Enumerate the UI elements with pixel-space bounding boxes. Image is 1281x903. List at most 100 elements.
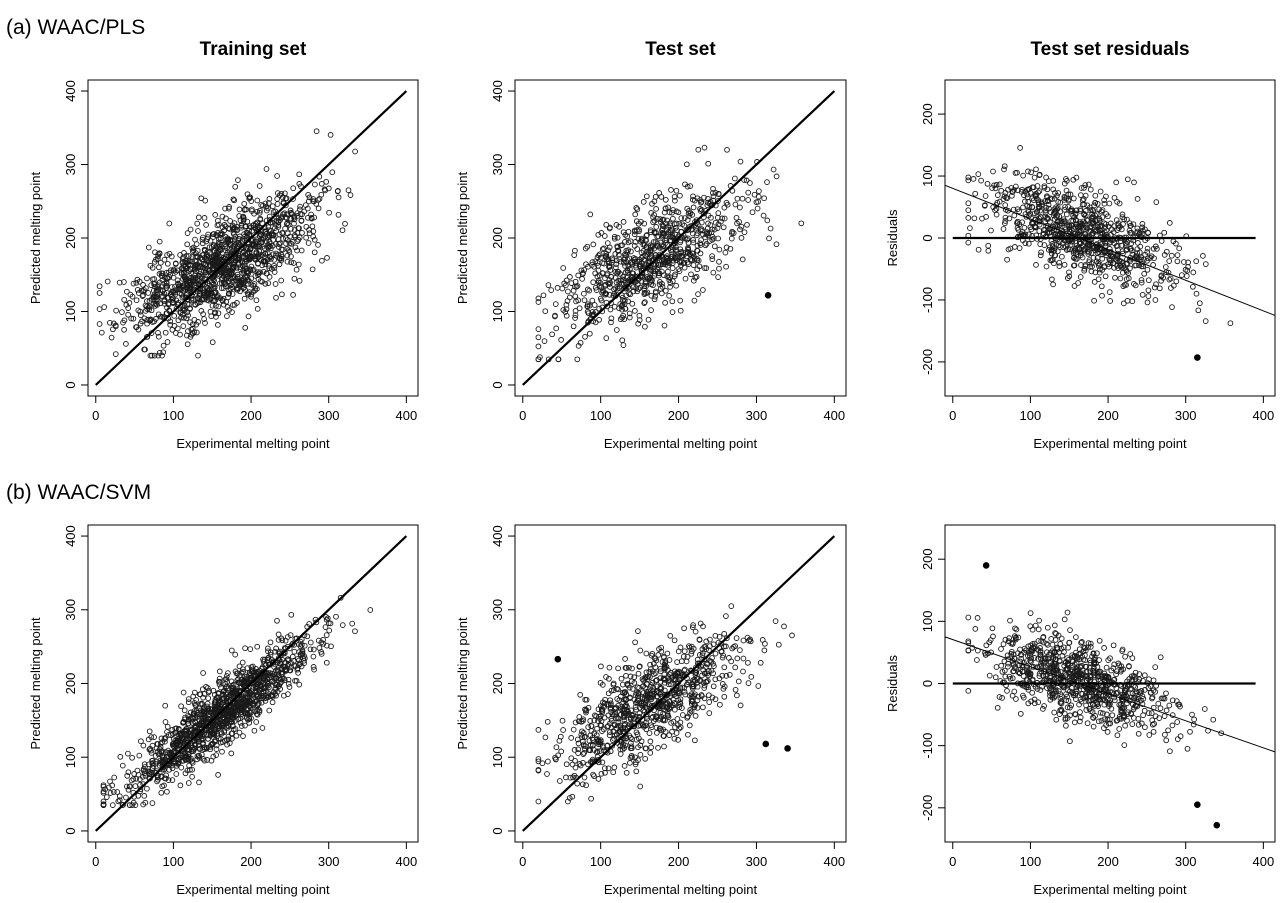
data-point [185,258,192,265]
data-point [755,193,762,200]
data-point [683,658,690,665]
data-point [673,282,679,289]
data-point [622,656,628,662]
y-axis-label: Predicted melting point [455,171,470,304]
data-point [215,303,222,310]
data-point [1153,199,1160,205]
data-point [114,789,121,795]
data-point [174,277,181,284]
data-point [265,645,271,652]
data-point [229,244,235,251]
data-point [704,229,710,235]
data-point [754,205,761,212]
data-point [310,664,317,670]
data-point [1085,248,1091,255]
data-point [168,253,175,260]
data-point [739,195,746,202]
data-point [226,307,232,313]
data-point [601,233,608,239]
data-point [215,772,221,778]
data-point [204,700,211,707]
data-point [1065,246,1071,253]
data-point [539,760,546,767]
data-point [667,280,674,286]
data-point [570,287,577,294]
y-tick-label: 200 [490,227,505,249]
data-point [258,239,265,246]
data-point [574,356,581,363]
data-point [650,239,657,245]
data-point [265,200,272,206]
data-point [195,214,202,221]
data-point [560,727,566,733]
data-point [646,258,653,265]
data-point [170,289,177,296]
data-point [234,224,240,230]
data-point [323,178,330,185]
data-point [616,280,623,287]
data-point [151,318,158,325]
data-point [1019,186,1025,193]
data-point [211,285,218,291]
data-point [1043,263,1050,270]
data-point [990,168,996,175]
data-point [205,297,212,304]
data-point [1127,223,1134,229]
data-point [266,274,273,280]
data-point [632,308,638,314]
data-point [149,800,156,806]
data-point [322,187,329,194]
x-axis-label: Experimental melting point [176,882,330,897]
data-point [1044,194,1051,201]
data-point [137,308,144,315]
x-tick-label: 400 [396,408,418,423]
data-point [163,772,169,779]
data-point [1202,261,1209,267]
data-point [186,272,193,279]
data-point [681,222,688,229]
data-point [1138,277,1145,283]
data-point [202,320,208,326]
data-point [537,354,543,360]
data-point [225,723,232,730]
data-point [1000,226,1007,232]
x-tick-label: 0 [92,408,99,423]
data-point [157,259,164,266]
data-point [259,220,266,227]
data-point [1082,263,1089,270]
data-point [692,219,698,225]
data-point [198,308,205,314]
data-point [579,276,585,282]
x-tick-label: 200 [240,408,262,423]
x-axis-label: Experimental melting point [1033,436,1187,451]
data-point [712,650,719,657]
data-point [292,244,299,251]
data-point [1138,233,1144,240]
data-point [231,197,238,204]
data-point [219,297,226,303]
data-point [201,215,208,221]
data-point [195,295,201,302]
data-point [686,251,693,257]
data-point [1133,252,1140,259]
data-point [240,213,246,220]
data-point [175,725,182,732]
data-point [611,233,618,240]
data-point [254,219,261,226]
data-point [319,257,325,264]
data-point [1087,207,1094,214]
data-point [617,316,624,323]
data-point [690,237,696,243]
data-point [206,286,212,293]
x-axis-label: Experimental melting point [176,436,330,451]
data-point [965,215,972,221]
data-point [1045,198,1052,205]
x-tick-label: 300 [318,854,340,869]
highlighted-point [764,292,772,299]
data-point [1103,227,1110,234]
data-point [185,699,192,706]
data-point [135,792,142,799]
data-point [710,269,717,276]
data-point [739,256,746,263]
data-point [179,259,186,266]
